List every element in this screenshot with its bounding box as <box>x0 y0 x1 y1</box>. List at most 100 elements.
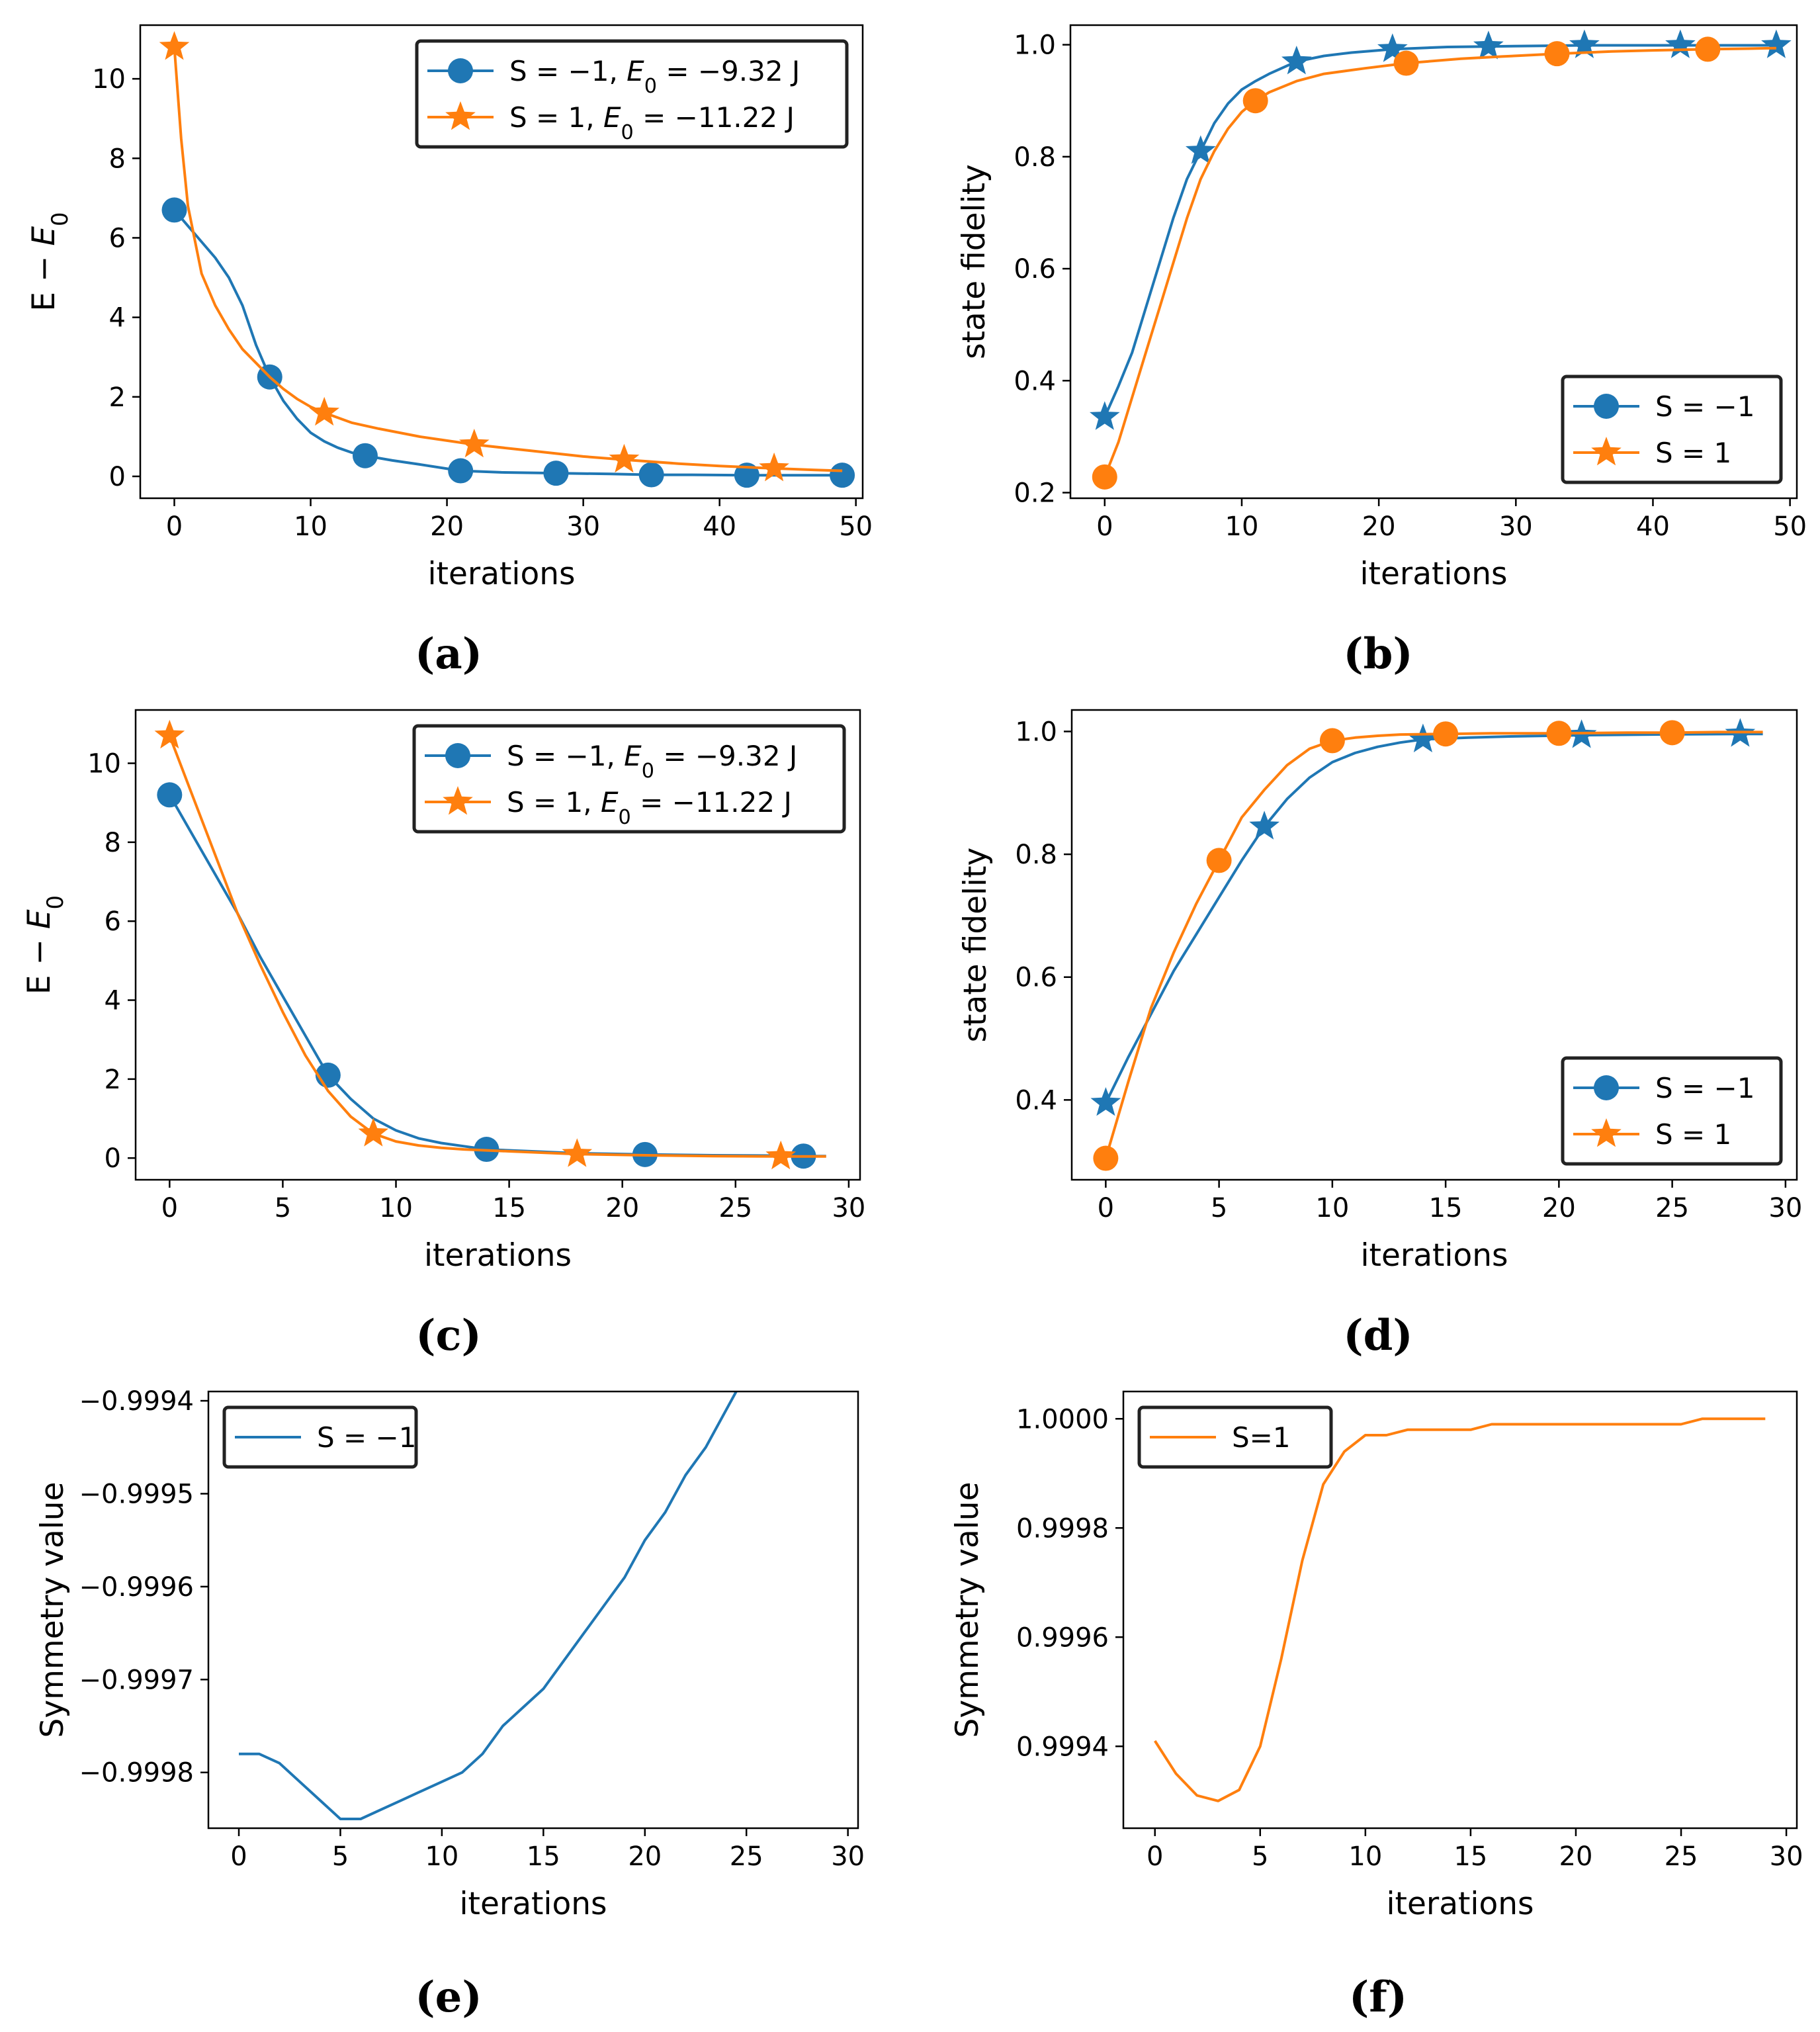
panel-d: 0 5 10 15 20 25 30 0.4 0.6 0.8 1.0 iterations state … <box>957 709 1802 1360</box>
x-tick-label: 15 <box>1453 1841 1487 1872</box>
y-tick-label: 10 <box>92 64 126 95</box>
legend-entry: S = 1 <box>1655 1118 1731 1151</box>
series-line <box>1154 1417 1766 1802</box>
data-point <box>1242 88 1268 114</box>
data-point <box>161 197 187 223</box>
legend-marker <box>1591 437 1622 466</box>
legend-entry: S = 1, E0​ = −11.22 J <box>507 786 792 829</box>
x-tick-label: 25 <box>1655 1193 1689 1223</box>
x-tick-label: 30 <box>1768 1193 1802 1223</box>
legend-marker <box>448 58 473 83</box>
x-tick-label: 15 <box>1429 1193 1463 1223</box>
plot-frame <box>207 1390 859 1830</box>
data-point <box>1092 464 1117 490</box>
x-tick-label: 0 <box>1096 511 1113 542</box>
x-tick-label: 5 <box>1252 1841 1268 1872</box>
y-tick-label: 0.8 <box>1014 142 1056 173</box>
y-tick-label: −0.9996 <box>79 1572 194 1603</box>
x-tick-label: 10 <box>1315 1193 1349 1223</box>
series-line <box>168 794 826 1158</box>
y-tick-label: 8 <box>105 828 121 858</box>
data-point <box>1473 30 1504 60</box>
data-point <box>1093 1145 1119 1171</box>
panel-e: 0 5 10 15 20 25 30 −0.9998 −0.9997 −0.9996 −0.9995… <box>34 1386 865 2022</box>
y-tick-label: 4 <box>109 303 126 333</box>
y-tick-label: −0.9995 <box>79 1479 194 1509</box>
x-tick-label: 20 <box>628 1841 662 1872</box>
legend-marker <box>1594 1075 1619 1100</box>
legend-box <box>412 724 846 834</box>
x-tick-label: 10 <box>294 511 327 542</box>
series-line <box>1103 44 1776 418</box>
x-tick-label: 0 <box>1147 1841 1163 1872</box>
panel-caption: (b) <box>1343 629 1412 679</box>
data-point <box>1433 721 1459 747</box>
x-tick-label: 20 <box>1362 511 1396 542</box>
x-axis-label: iterations <box>459 1886 607 1922</box>
legend: S = −1 <box>222 1405 418 1469</box>
panel-caption: (d) <box>1343 1311 1412 1360</box>
data-point <box>734 463 759 488</box>
legend-entry: S = −1, E0​ = −9.32 J <box>507 740 797 783</box>
y-tick-label: 4 <box>105 986 121 1016</box>
plot-frame <box>1069 24 1798 500</box>
y-tick-label: −0.9998 <box>79 1758 194 1789</box>
legend: S = −1 S = 1 <box>1561 375 1783 484</box>
series-line <box>1103 46 1776 478</box>
y-tick-label: 1.0 <box>1015 717 1057 747</box>
data-point <box>459 428 490 458</box>
data-point <box>448 458 474 484</box>
panel-caption: (c) <box>415 1311 482 1360</box>
data-point <box>1408 723 1438 752</box>
y-tick-label: 2 <box>105 1065 121 1095</box>
x-tick-label: 20 <box>1559 1841 1593 1872</box>
series-2 <box>154 719 826 1170</box>
series-line <box>1104 732 1763 1104</box>
y-tick-label: 0 <box>109 462 126 492</box>
x-tick-label: 20 <box>430 511 464 542</box>
data-point <box>1761 29 1792 58</box>
data-point <box>1393 50 1419 76</box>
data-point <box>1090 1087 1121 1116</box>
data-point <box>759 452 789 482</box>
data-point <box>1186 135 1216 164</box>
x-tick-label: 5 <box>332 1841 349 1872</box>
x-tick-label: 30 <box>1770 1841 1803 1872</box>
plot-frame <box>139 24 864 500</box>
x-tick-label: 40 <box>703 511 736 542</box>
legend: S = −1 S = 1 <box>1561 1056 1783 1166</box>
data-point <box>765 1140 797 1170</box>
legend-entry: S = 1, E0​ = −11.22 J <box>509 101 795 144</box>
y-tick-label: 6 <box>109 223 126 253</box>
y-tick-label: 0.6 <box>1014 254 1056 285</box>
data-point <box>159 31 190 60</box>
y-tick-label: 0.8 <box>1015 840 1057 870</box>
x-axis-label: iterations <box>427 556 575 592</box>
legend: S = −1, E0​ = −9.32 JS = 1, E0​ = −11.22… <box>415 39 849 149</box>
y-tick-label: 0.2 <box>1014 478 1056 509</box>
data-point <box>1569 29 1600 58</box>
data-point <box>830 463 855 488</box>
x-tick-label: 0 <box>161 1193 178 1223</box>
x-tick-label: 30 <box>832 1193 865 1223</box>
series-2 <box>1092 36 1776 490</box>
x-axis-label: iterations <box>1360 1237 1508 1274</box>
x-tick-label: 5 <box>275 1193 291 1223</box>
plot-frame <box>1070 709 1798 1181</box>
x-tick-label: 10 <box>1348 1841 1382 1872</box>
data-point <box>1377 33 1408 62</box>
x-axis-label: iterations <box>1386 1886 1534 1922</box>
y-tick-label: 2 <box>109 382 126 413</box>
legend-entry: S = 1 <box>1655 437 1731 469</box>
series-1 <box>157 782 826 1169</box>
x-tick-label: 15 <box>527 1841 560 1872</box>
series-line <box>239 1391 738 1820</box>
x-tick-label: 15 <box>492 1193 526 1223</box>
data-point <box>1090 401 1120 430</box>
data-point <box>543 461 569 486</box>
y-tick-label: −0.9997 <box>79 1665 194 1695</box>
x-tick-label: 30 <box>566 511 600 542</box>
data-point <box>154 719 185 749</box>
panel-f: 0 5 10 15 20 25 30 0.9994 0.9996 0.9998 1.0000 iter… <box>949 1390 1803 2022</box>
